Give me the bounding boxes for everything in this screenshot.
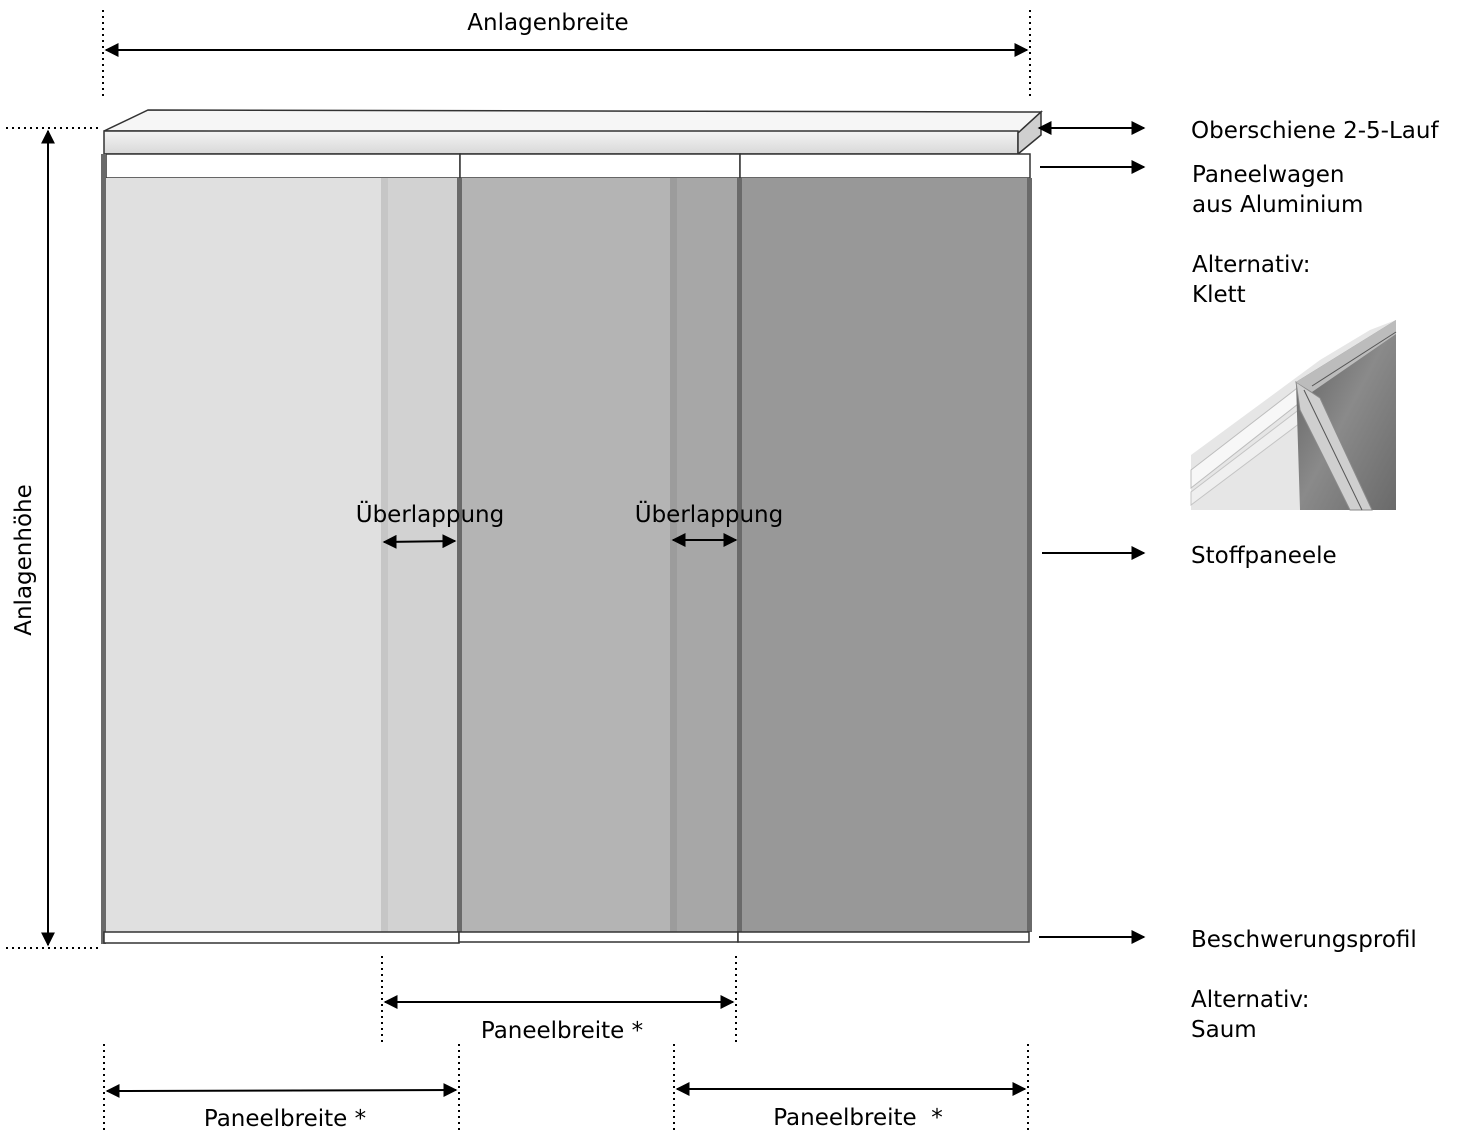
weight-alt-label-line1: Alternativ: (1191, 987, 1310, 1013)
system-width-label: Anlagenbreite (467, 10, 628, 36)
carriage-alt-label-line2: Klett (1192, 282, 1246, 308)
overlap-right-dimension: Überlappung (635, 500, 783, 547)
panel-width-right-dimension: Paneelbreite * (673, 1044, 1029, 1131)
top-rail (103, 109, 1043, 156)
weight-profile-label: Beschwerungsprofil (1191, 927, 1417, 953)
carriage-alt-label-line1: Alternativ: (1192, 252, 1311, 278)
overlap-left-label: Überlappung (356, 500, 504, 528)
fabric-panels (101, 154, 1032, 944)
top-rail-label: Oberschiene 2-5-Lauf (1191, 118, 1439, 144)
weight-alt-label-line2: Saum (1191, 1017, 1257, 1043)
carriage-detail-photo (1190, 320, 1397, 511)
panel-carriages (105, 153, 1031, 179)
overlap-right-label: Überlappung (635, 500, 783, 528)
fabric-label: Stoffpaneele (1191, 543, 1337, 569)
carriage-label-line2: aus Aluminium (1192, 192, 1363, 218)
panel-width-middle-label: Paneelbreite * (481, 1018, 643, 1044)
callout-arrows (1037, 121, 1146, 944)
panel-width-middle-dimension: Paneelbreite * (381, 956, 737, 1044)
system-height-dimension: Anlagenhöhe (6, 127, 100, 949)
panel-width-left-label: Paneelbreite * (204, 1106, 366, 1131)
overlap-zone-left (381, 178, 460, 932)
overlap-left-dimension: Überlappung (356, 500, 504, 549)
system-height-label: Anlagenhöhe (11, 484, 37, 636)
panel-width-left-dimension: Paneelbreite * (103, 1044, 460, 1131)
callout-labels: Oberschiene 2-5-Lauf Paneelwagen aus Alu… (1191, 118, 1439, 1043)
weight-profiles (103, 931, 1030, 944)
panel-width-right-label: Paneelbreite * (773, 1105, 943, 1131)
carriage-label-line1: Paneelwagen (1192, 162, 1344, 188)
overlap-zone-right (670, 178, 740, 932)
panel-right (740, 178, 1030, 932)
system-width-dimension: Anlagenbreite (102, 10, 1031, 96)
